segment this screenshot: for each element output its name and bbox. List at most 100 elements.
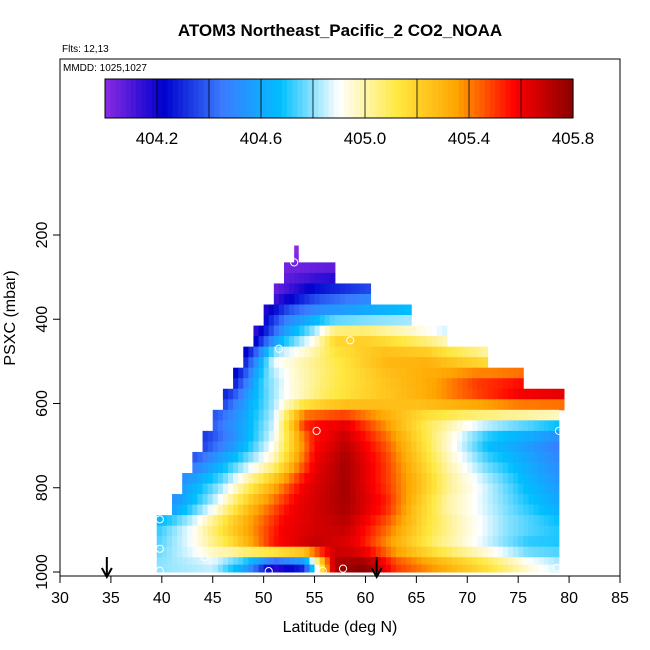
curtain-cell bbox=[222, 399, 229, 411]
curtain-cell bbox=[365, 378, 372, 390]
curtain-cell bbox=[467, 564, 473, 573]
curtain-cell bbox=[187, 536, 193, 548]
curtain-cell bbox=[238, 430, 244, 442]
curtain-cell bbox=[284, 325, 290, 337]
curtain-cell bbox=[243, 504, 249, 516]
curtain-cell bbox=[248, 357, 254, 369]
curtain-cell bbox=[319, 336, 326, 348]
curtain-cell bbox=[497, 564, 504, 573]
x-axis-label: Latitude (deg N) bbox=[283, 619, 398, 636]
colorbar-segment bbox=[385, 79, 392, 118]
colorbar-segment bbox=[365, 79, 371, 118]
curtain-cell bbox=[452, 378, 458, 390]
curtain-cell bbox=[207, 515, 214, 527]
curtain-cell bbox=[273, 388, 280, 400]
curtain-cell bbox=[217, 420, 224, 432]
curtain-cell bbox=[548, 557, 555, 566]
curtain-cell bbox=[324, 494, 331, 506]
curtain-cell bbox=[314, 430, 321, 442]
curtain-cell bbox=[289, 430, 295, 442]
curtain-cell bbox=[538, 504, 545, 516]
curtain-cell bbox=[304, 515, 310, 527]
curtain-cell bbox=[436, 515, 443, 527]
curtain-cell bbox=[426, 546, 433, 558]
sample-point bbox=[155, 566, 164, 575]
curtain-cell bbox=[401, 525, 407, 537]
curtain-cell bbox=[217, 504, 224, 516]
curtain-cell bbox=[334, 336, 341, 348]
curtain-cell bbox=[329, 564, 336, 573]
curtain-cell bbox=[457, 494, 463, 506]
curtain-cell bbox=[406, 325, 412, 337]
curtain-cell bbox=[502, 420, 509, 432]
curtain-cell bbox=[212, 451, 219, 463]
curtain-cell bbox=[543, 441, 550, 453]
curtain-cell bbox=[492, 504, 499, 516]
curtain-cell bbox=[253, 473, 260, 485]
curtain-cell bbox=[482, 388, 489, 400]
curtain-cell bbox=[294, 546, 300, 558]
curtain-cell bbox=[233, 515, 239, 527]
curtain-cell bbox=[304, 430, 310, 442]
curtain-cell bbox=[329, 283, 336, 295]
colorbar bbox=[104, 78, 574, 119]
curtain-cell bbox=[284, 367, 290, 379]
curtain-cell bbox=[360, 473, 366, 485]
curtain-cell bbox=[380, 378, 387, 390]
curtain-cell bbox=[431, 409, 438, 421]
curtain-cell bbox=[228, 536, 234, 548]
curtain-cell bbox=[365, 504, 372, 516]
curtain-cell bbox=[289, 494, 295, 506]
curtain-cell bbox=[426, 325, 433, 337]
curtain-cell bbox=[238, 420, 244, 432]
curtain-cell bbox=[202, 525, 209, 537]
curtain-cell bbox=[508, 367, 514, 379]
curtain-cell bbox=[467, 473, 473, 485]
curtain-cell bbox=[513, 378, 519, 390]
colorbar-segment bbox=[500, 79, 506, 118]
curtain-cell bbox=[462, 483, 468, 495]
plot-frame bbox=[59, 58, 621, 577]
curtain-cell bbox=[309, 378, 316, 390]
curtain-cell bbox=[304, 357, 310, 369]
curtain-cell bbox=[487, 536, 494, 548]
curtain-cell bbox=[487, 388, 494, 400]
curtain-cell bbox=[446, 525, 453, 537]
curtain-cell bbox=[284, 430, 290, 442]
curtain-cell bbox=[319, 473, 326, 485]
curtain-cell bbox=[253, 441, 260, 453]
curtain-cell bbox=[228, 473, 234, 485]
curtain-cell bbox=[222, 536, 229, 548]
curtain-cell bbox=[273, 399, 280, 411]
curtain-cell bbox=[289, 473, 295, 485]
colorbar-segment bbox=[453, 79, 460, 118]
curtain-cell bbox=[492, 367, 499, 379]
curtain-cell bbox=[238, 409, 244, 421]
curtain-cell bbox=[192, 451, 198, 463]
curtain-cell bbox=[324, 462, 331, 474]
curtain-cell bbox=[273, 293, 280, 306]
curtain-cell bbox=[513, 504, 519, 516]
curtain-cell bbox=[228, 462, 234, 474]
curtain-cell bbox=[299, 346, 305, 358]
curtain-cell bbox=[513, 494, 519, 506]
curtain-cell bbox=[487, 564, 494, 573]
curtain-cell bbox=[365, 462, 372, 474]
curtain-cell bbox=[212, 473, 219, 485]
curtain-cell bbox=[446, 430, 453, 442]
curtain-cell bbox=[360, 283, 366, 295]
curtain-cell bbox=[538, 462, 545, 474]
curtain-cell bbox=[314, 504, 321, 516]
curtain-cell bbox=[487, 473, 494, 485]
curtain-cell bbox=[329, 367, 336, 379]
curtain-cell bbox=[284, 515, 290, 527]
curtain-cell bbox=[314, 262, 321, 274]
colorbar-tick-label: 404.6 bbox=[240, 129, 283, 148]
curtain-cell bbox=[233, 504, 239, 516]
sample-point bbox=[312, 426, 321, 435]
curtain-cell bbox=[370, 378, 377, 390]
curtain-cell bbox=[360, 451, 366, 463]
curtain-cell bbox=[543, 420, 550, 432]
curtain-cell bbox=[472, 462, 478, 474]
curtain-cell bbox=[538, 388, 545, 400]
